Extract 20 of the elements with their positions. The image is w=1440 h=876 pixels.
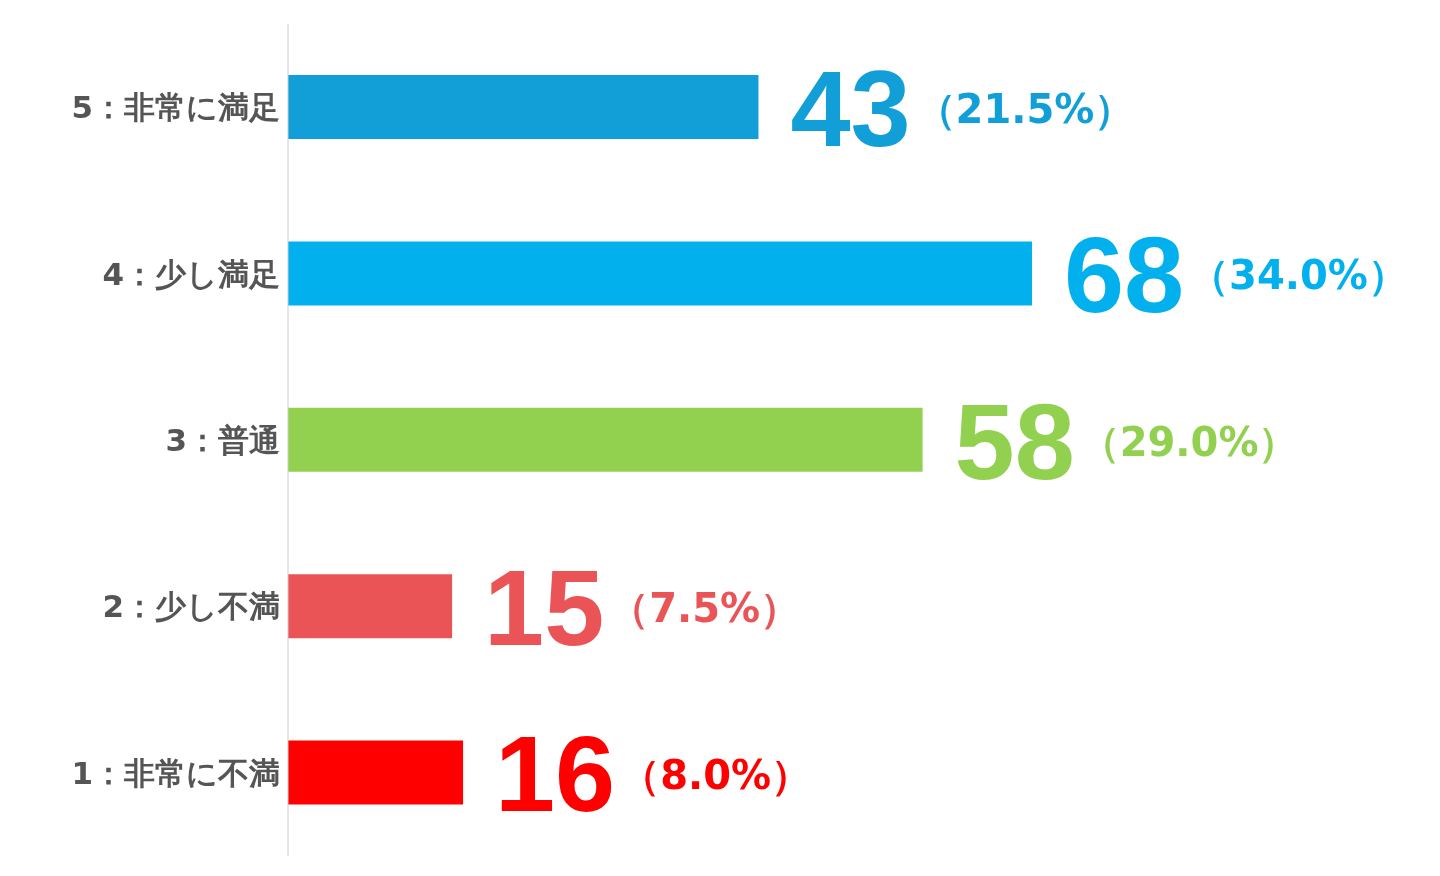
- annotation: （7.5%）: [609, 585, 801, 632]
- y-tick-label: 2：少し不満: [102, 588, 280, 625]
- bar: [288, 241, 1032, 306]
- data-label: 15: [484, 547, 605, 669]
- y-tick-label: 4：少し満足: [102, 255, 280, 292]
- bar: [288, 740, 464, 805]
- bar: [288, 407, 923, 472]
- data-label: 16: [495, 713, 616, 835]
- bar: [288, 574, 453, 639]
- data-label: 43: [790, 47, 911, 169]
- bar: [288, 75, 759, 139]
- text: （34.0%）: [1189, 252, 1408, 299]
- annotation: （8.0%）: [620, 751, 812, 798]
- y-tick-label: 1：非常に不満: [71, 754, 280, 791]
- y-tick-label: 3：普通: [165, 422, 280, 459]
- text: （29.0%）: [1079, 418, 1299, 465]
- data-label: 58: [954, 380, 1075, 502]
- annotation: （21.5%）: [915, 86, 1135, 132]
- y-tick-label: 5：非常に満足: [71, 89, 280, 126]
- data-label: 68: [1064, 214, 1185, 336]
